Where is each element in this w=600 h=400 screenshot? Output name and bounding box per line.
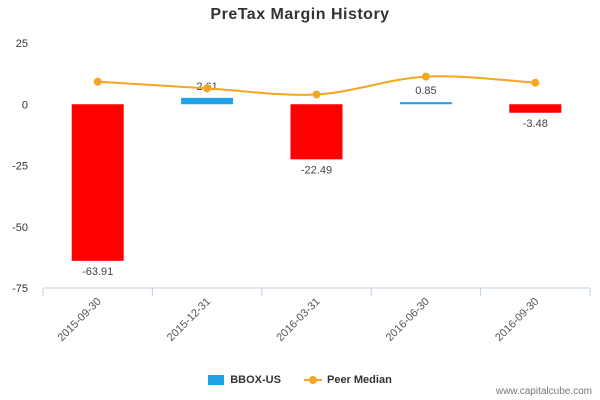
y-axis-ticks: 25 0 -25 -50 -75 <box>12 38 28 295</box>
bar-data-labels: -63.912.61-22.490.85-3.48 <box>82 81 548 278</box>
source-credit: www.capitalcube.com <box>495 386 592 397</box>
x-axis-ticks: 2015-09-30 2015-12-31 2016-03-31 2016-06-30… <box>42 288 591 344</box>
legend-peer-median-label: Peer Median <box>326 374 392 386</box>
bar <box>181 97 234 105</box>
chart-title: PreTax Margin History <box>210 6 390 23</box>
legend: BBOX-US Peer Median <box>0 374 600 388</box>
peer-median-point <box>312 90 321 99</box>
legend-bar-swatch <box>208 375 225 385</box>
x-tick-label: 2016-06-30 <box>384 296 432 344</box>
y-tick-label: -25 <box>12 161 28 173</box>
bar-series <box>71 97 562 261</box>
peer-median-point <box>203 84 212 93</box>
bar-data-label: -22.49 <box>301 164 332 176</box>
peer-median-point <box>421 72 430 81</box>
bar <box>509 104 562 113</box>
y-tick-label: 25 <box>16 38 28 50</box>
peer-median-point <box>93 77 102 86</box>
legend-item-bbox[interactable]: BBOX-US <box>208 374 281 386</box>
y-tick-label: -75 <box>12 283 28 295</box>
bar-data-label: 0.85 <box>415 85 436 97</box>
x-tick-label: 2016-09-30 <box>493 296 541 344</box>
legend-line-swatch <box>303 375 322 385</box>
peer-median-points <box>93 72 540 99</box>
legend-bbox-label: BBOX-US <box>230 374 281 386</box>
x-tick-label: 2016-03-31 <box>274 296 322 344</box>
bar-data-label: -63.91 <box>82 266 113 278</box>
x-tick-label: 2015-12-31 <box>165 296 213 344</box>
legend-item-peer-median[interactable]: Peer Median <box>303 374 392 386</box>
bar <box>71 104 124 261</box>
bar <box>399 102 452 105</box>
bar-data-label: -3.48 <box>523 118 548 130</box>
y-tick-label: -50 <box>12 222 28 234</box>
y-tick-label: 0 <box>22 99 28 111</box>
x-tick-label: 2015-09-30 <box>56 296 104 344</box>
bar <box>290 104 343 160</box>
peer-median-point <box>531 78 540 87</box>
